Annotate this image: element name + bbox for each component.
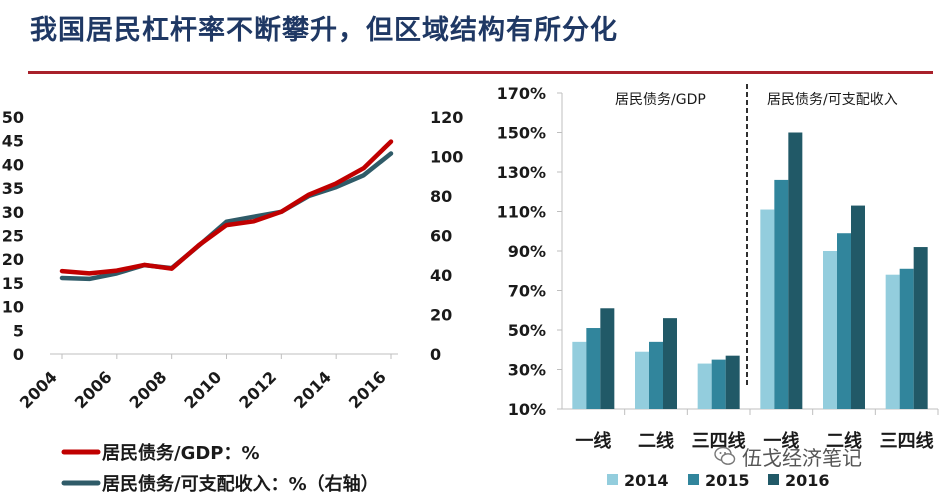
- left-axis-tick-label: 50: [2, 108, 24, 127]
- bar: [913, 247, 928, 409]
- bar: [635, 351, 649, 409]
- left-axis-tick-label: 5: [13, 321, 24, 340]
- x-axis-category-label: 一线: [763, 430, 799, 452]
- bar: [774, 179, 789, 409]
- bar: [649, 341, 663, 409]
- legend-swatch: [607, 474, 618, 485]
- y-axis-tick-label: 170%: [497, 84, 546, 103]
- legend-swatch: [688, 474, 699, 485]
- legend-label: 居民债务/可支配收入：%（右轴）: [102, 473, 379, 495]
- bar: [600, 308, 615, 409]
- left-axis-tick-label: 15: [2, 274, 24, 293]
- bar: [851, 205, 865, 409]
- legend-label: 2016: [785, 471, 830, 490]
- y-axis-tick-label: 110%: [497, 203, 546, 222]
- y-axis-tick-label: 150%: [497, 124, 546, 143]
- bar: [697, 363, 712, 409]
- left-axis-tick-label: 10: [2, 298, 24, 317]
- left-axis-tick-label: 25: [2, 227, 24, 246]
- left-axis-tick-label: 0: [13, 345, 24, 364]
- y-axis-tick-label: 50%: [508, 321, 546, 340]
- bar: [837, 233, 851, 409]
- bar: [711, 359, 726, 409]
- legend-label: 居民债务/GDP：%: [102, 442, 260, 464]
- y-axis-tick-label: 130%: [497, 163, 546, 182]
- legend-label: 2014: [624, 471, 669, 490]
- x-axis-category-label: 二线: [826, 430, 862, 452]
- title-divider: [28, 71, 933, 74]
- bar: [586, 328, 601, 409]
- bar: [899, 268, 914, 409]
- legend-swatch: [768, 474, 779, 485]
- x-axis-category-label: 二线: [638, 430, 674, 452]
- bar: [663, 318, 677, 409]
- legend-label: 2015: [705, 471, 750, 490]
- page-title: 我国居民杠杆率不断攀升，但区域结构有所分化: [30, 15, 618, 46]
- y-axis-tick-label: 30%: [508, 361, 546, 380]
- right-axis-tick-label: 0: [430, 345, 441, 364]
- group-label-income: 居民债务/可支配收入: [767, 92, 898, 108]
- wechat-icon: [714, 446, 736, 465]
- bar: [788, 132, 803, 409]
- left-axis-tick-label: 45: [2, 132, 24, 151]
- left-axis-tick-label: 40: [2, 155, 24, 174]
- right-axis-tick-label: 100: [430, 148, 463, 167]
- left-axis-tick-label: 20: [2, 250, 24, 269]
- watermark-text: 伍戈经济笔记: [742, 446, 862, 470]
- y-axis-tick-label: 10%: [508, 400, 546, 419]
- bar: [885, 274, 900, 409]
- x-axis-category-label: 三四线: [880, 430, 934, 452]
- bar: [725, 355, 740, 409]
- x-axis-category-label: 一线: [575, 430, 611, 452]
- x-axis-category-label: 三四线: [692, 430, 746, 452]
- series-line-debt-gdp: [59, 139, 394, 276]
- right-axis-tick-label: 20: [430, 306, 452, 325]
- y-axis-tick-label: 90%: [508, 242, 546, 261]
- series-line-debt-income: [59, 151, 394, 282]
- bar: [572, 341, 587, 409]
- y-axis-tick-label: 70%: [508, 282, 546, 301]
- left-axis-tick-label: 35: [2, 179, 24, 198]
- left-axis-tick-label: 30: [2, 203, 24, 222]
- group-label-gdp: 居民债务/GDP: [615, 92, 706, 108]
- bar: [823, 251, 837, 409]
- right-axis-tick-label: 40: [430, 266, 452, 285]
- bar: [760, 209, 775, 409]
- right-axis-tick-label: 120: [430, 108, 463, 127]
- right-axis-tick-label: 60: [430, 227, 452, 246]
- right-axis-tick-label: 80: [430, 187, 452, 206]
